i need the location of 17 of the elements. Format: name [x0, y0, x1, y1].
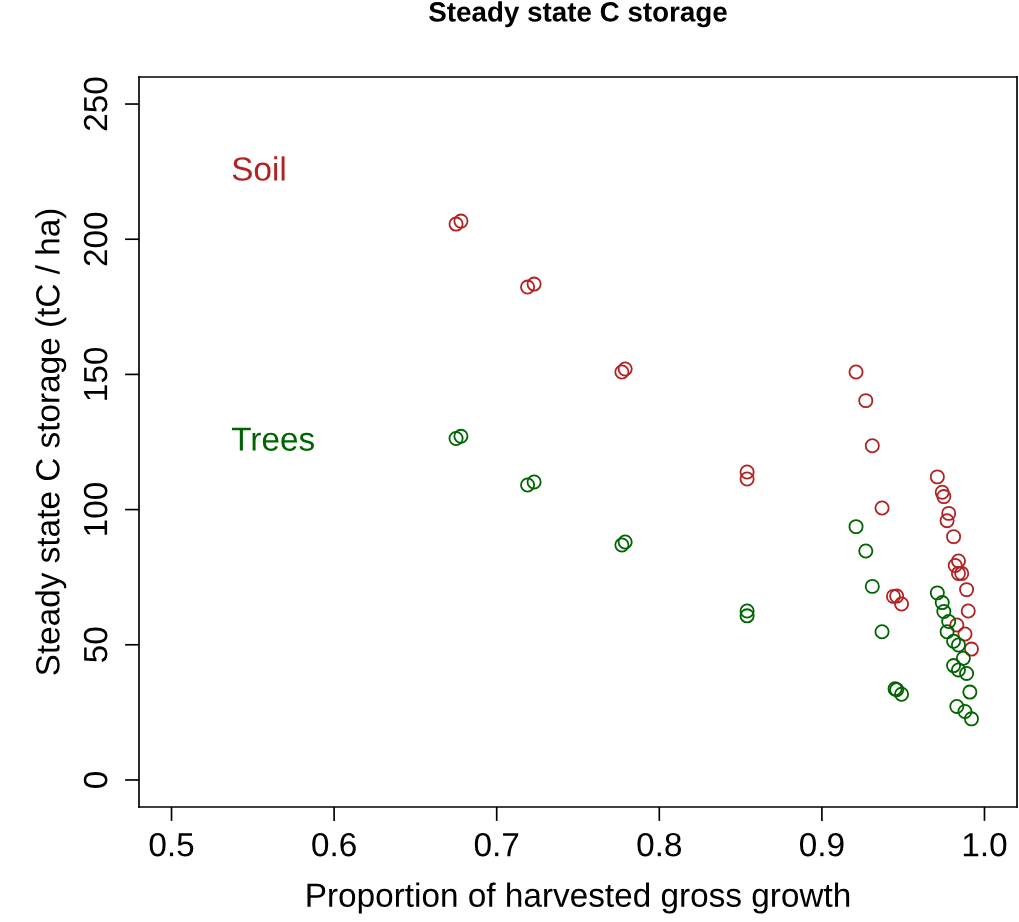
y-axis-title: Steady state C storage (tC / ha): [35, 209, 67, 675]
x-tick-label: 0.8: [637, 832, 682, 857]
chart-title: Steady state C storage: [429, 1, 727, 28]
x-tick-label: 0.5: [149, 832, 194, 857]
y-tick-label: 100: [83, 483, 108, 535]
y-tick-label: 250: [83, 77, 108, 131]
y-tick-label: 200: [83, 212, 108, 266]
x-tick-label: 0.9: [800, 832, 844, 857]
x-axis-title: Proportion of harvested gross growth: [307, 882, 850, 914]
y-tick-label: 0: [83, 772, 108, 788]
text: Soil: [232, 156, 285, 181]
x-tick-label: 0.7: [474, 832, 519, 857]
x-tick-label: 1.0: [963, 832, 1007, 857]
x-tick-label: 0.6: [312, 832, 356, 857]
y-tick-label: 150: [83, 347, 108, 400]
text: Trees: [231, 427, 314, 451]
y-tick-label: 50: [83, 627, 108, 662]
